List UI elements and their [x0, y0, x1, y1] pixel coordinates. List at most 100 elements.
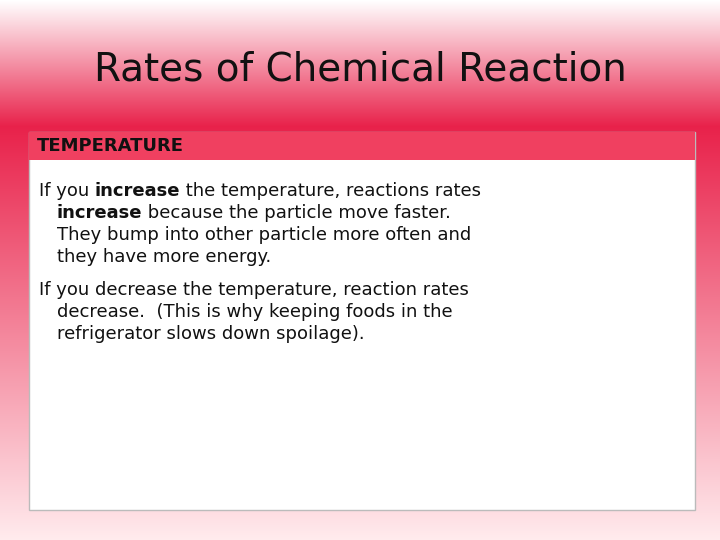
Bar [0, 272, 720, 273]
Bar [0, 361, 720, 362]
Bar [0, 2, 720, 3]
Bar [0, 14, 720, 15]
Bar [0, 367, 720, 368]
Bar [0, 500, 720, 501]
Bar [0, 413, 720, 414]
Bar [0, 207, 720, 208]
Bar [0, 396, 720, 397]
Bar [0, 418, 720, 419]
Text: If you: If you [39, 182, 95, 200]
Bar [0, 52, 720, 53]
Bar [0, 28, 720, 29]
Bar [0, 261, 720, 262]
Bar [0, 488, 720, 489]
Bar [0, 225, 720, 226]
Bar [0, 370, 720, 371]
Bar [0, 205, 720, 206]
Bar [0, 394, 720, 395]
Bar [0, 316, 720, 317]
Bar [0, 259, 720, 260]
Bar [0, 75, 720, 76]
Bar [0, 481, 720, 482]
Bar [0, 286, 720, 287]
Bar [0, 530, 720, 531]
Bar [0, 34, 720, 35]
Bar [0, 146, 720, 147]
Bar [0, 383, 720, 384]
Text: refrigerator slows down spoilage).: refrigerator slows down spoilage). [57, 325, 364, 343]
Bar [0, 290, 720, 291]
Bar [0, 114, 720, 115]
Bar [0, 137, 720, 138]
Bar [0, 31, 720, 32]
Bar [0, 187, 720, 188]
Bar [0, 452, 720, 453]
Bar [0, 245, 720, 246]
Bar [0, 372, 720, 373]
Bar [0, 143, 720, 144]
Bar [0, 330, 720, 331]
Bar [0, 32, 720, 33]
Bar [0, 441, 720, 442]
Bar [0, 537, 720, 538]
Bar [0, 439, 720, 440]
Bar [0, 198, 720, 199]
Bar [0, 399, 720, 400]
Bar [0, 58, 720, 59]
Bar [0, 108, 720, 109]
Bar [0, 25, 720, 26]
Bar [0, 442, 720, 443]
Bar [0, 347, 720, 348]
Bar [0, 539, 720, 540]
Bar [0, 204, 720, 205]
Bar [0, 42, 720, 43]
Bar [0, 318, 720, 319]
Bar [0, 129, 720, 130]
Bar [0, 243, 720, 244]
Bar [0, 447, 720, 448]
Bar [0, 36, 720, 37]
Bar [0, 445, 720, 446]
Bar [0, 3, 720, 4]
Bar [0, 76, 720, 77]
Bar [0, 416, 720, 417]
Bar [0, 313, 720, 314]
Bar [0, 61, 720, 62]
Bar [0, 299, 720, 300]
Bar [0, 157, 720, 158]
Bar [0, 297, 720, 298]
Bar [0, 487, 720, 488]
Bar [0, 209, 720, 210]
Bar [0, 490, 720, 491]
Bar [0, 45, 720, 46]
Bar [0, 97, 720, 98]
Bar [0, 254, 720, 255]
Bar [0, 527, 720, 528]
Bar [0, 301, 720, 302]
Bar [0, 93, 720, 94]
Bar [0, 15, 720, 16]
Bar [0, 173, 720, 174]
Bar [0, 493, 720, 494]
Bar [0, 161, 720, 162]
Bar [0, 365, 720, 366]
Bar [0, 57, 720, 58]
Bar [0, 250, 720, 251]
Bar [0, 117, 720, 118]
Bar [0, 140, 720, 141]
Bar [0, 82, 720, 83]
Bar [0, 177, 720, 178]
Bar [0, 148, 720, 149]
Bar [0, 186, 720, 187]
Bar [0, 327, 720, 328]
Bar [0, 300, 720, 301]
Bar [0, 158, 720, 159]
Bar [0, 60, 720, 61]
Bar [0, 170, 720, 171]
Bar [0, 263, 720, 264]
Bar [0, 431, 720, 432]
Bar [0, 142, 720, 143]
Bar [0, 191, 720, 192]
Bar [0, 248, 720, 249]
Bar [0, 471, 720, 472]
